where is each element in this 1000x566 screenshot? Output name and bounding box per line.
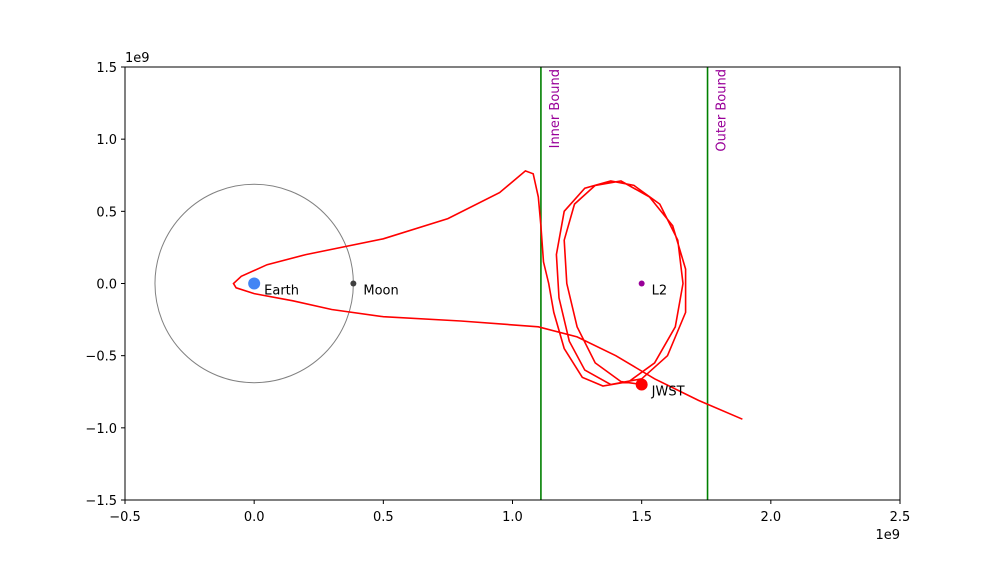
bound-label: Inner Bound	[548, 69, 563, 148]
point	[635, 378, 648, 391]
x-tick-label: 0.5	[373, 510, 394, 525]
y-tick-label: −0.5	[85, 350, 117, 365]
trajectory	[232, 169, 743, 420]
x-tick-label: 1.5	[631, 510, 652, 525]
point-label: Earth	[264, 284, 299, 299]
x-tick-label: 2.5	[890, 510, 911, 525]
x-tick-label: −0.5	[109, 510, 141, 525]
y-tick-label: 0.5	[96, 205, 117, 220]
bound-label: Outer Bound	[715, 69, 730, 152]
point-label: Moon	[363, 284, 398, 299]
point	[248, 277, 261, 290]
x-tick-label: 2.0	[760, 510, 781, 525]
y-offset-label: 1e9	[125, 51, 150, 66]
y-tick-label: 0.0	[96, 278, 117, 293]
y-tick-label: 1.5	[96, 61, 117, 76]
point-label: L2	[652, 284, 668, 299]
x-tick-label: 1.0	[502, 510, 523, 525]
y-tick-label: −1.5	[85, 494, 117, 509]
point-label: JWST	[651, 385, 685, 400]
point	[350, 280, 357, 287]
point	[638, 280, 645, 287]
x-offset-label: 1e9	[875, 528, 900, 543]
y-tick-label: −1.0	[85, 422, 117, 437]
x-tick-label: 0.0	[244, 510, 265, 525]
plot-frame	[124, 66, 901, 501]
y-tick-label: 1.0	[96, 133, 117, 148]
